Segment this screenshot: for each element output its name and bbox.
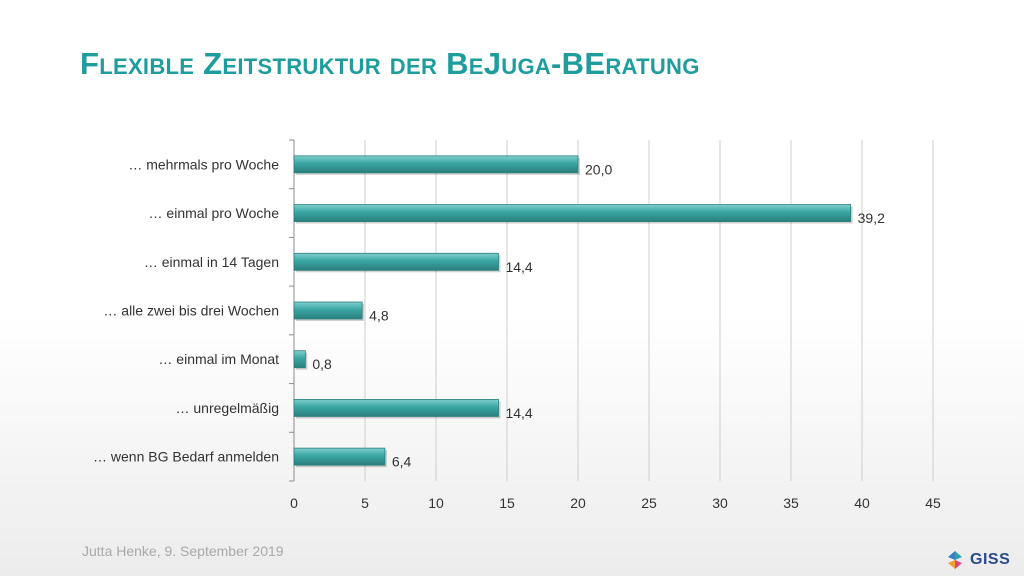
value-label: 14,4	[505, 405, 532, 421]
value-label: 14,4	[505, 259, 532, 275]
x-tick-label: 10	[428, 495, 444, 511]
bar	[293, 447, 386, 466]
value-label: 0,8	[312, 356, 332, 372]
bars	[293, 155, 853, 468]
logo-text: GISS	[970, 551, 1011, 568]
page-title: Flexible Zeitstruktur der BeJuga-BEratun…	[80, 46, 700, 81]
category-label: … einmal pro Woche	[149, 205, 280, 221]
category-label: … wenn BG Bedarf anmelden	[93, 449, 279, 465]
giss-logo: GISS	[944, 547, 1010, 573]
bar	[293, 155, 579, 174]
x-tick-label: 45	[925, 495, 941, 511]
x-tick-label: 0	[290, 495, 298, 511]
bar	[293, 204, 852, 222]
x-tick-label: 5	[361, 495, 369, 511]
x-tick-label: 30	[712, 495, 728, 511]
bar	[293, 399, 499, 417]
category-label: … alle zwei bis drei Wochen	[103, 303, 279, 319]
category-label: … einmal in 14 Tagen	[144, 254, 279, 270]
category-label: … einmal im Monat	[158, 351, 279, 367]
x-tick-label: 35	[783, 495, 799, 511]
bar	[293, 301, 363, 320]
value-label: 20,0	[585, 161, 612, 177]
category-label: … unregelmäßig	[176, 400, 280, 416]
category-label: … mehrmals pro Woche	[128, 156, 279, 172]
bar	[293, 350, 306, 369]
footer-author-date: Jutta Henke, 9. September 2019	[82, 543, 284, 559]
labels: 0 5 10 15 20 25 30 35 40 45 … mehrmals pro Woche 20…	[93, 156, 941, 511]
value-label: 4,8	[369, 308, 389, 324]
gridlines	[289, 139, 934, 482]
x-tick-label: 15	[499, 495, 515, 511]
giss-logo-icon	[948, 551, 962, 569]
x-tick-label: 25	[641, 495, 657, 511]
x-tick-label: 40	[854, 495, 870, 511]
value-label: 39,2	[858, 210, 885, 226]
value-label: 6,4	[392, 454, 412, 470]
x-tick-label: 20	[570, 495, 586, 511]
bar	[293, 252, 499, 271]
